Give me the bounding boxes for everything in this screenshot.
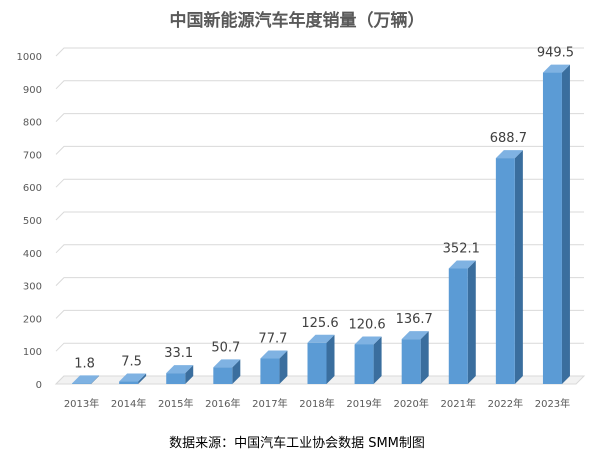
- y-tick-label: 0: [36, 380, 42, 391]
- bar-side: [514, 150, 523, 384]
- bar-side: [420, 331, 429, 384]
- y-tick-label: 400: [23, 249, 42, 260]
- bar: [401, 339, 421, 384]
- bar: [448, 268, 468, 384]
- data-label: 688.7: [490, 131, 527, 146]
- gridline: [55, 113, 584, 122]
- x-tick-label: 2021年: [441, 397, 476, 410]
- bar: [213, 367, 233, 384]
- gridline: [55, 244, 584, 254]
- x-tick-label: 2013年: [64, 397, 99, 410]
- data-label: 352.1: [443, 242, 480, 257]
- gridline: [55, 277, 584, 286]
- bar-top: [119, 373, 147, 382]
- bar: [307, 342, 327, 384]
- bar: [495, 158, 515, 384]
- data-label: 949.5: [537, 46, 574, 61]
- data-label: 33.1: [164, 346, 193, 361]
- x-tick-label: 2017年: [252, 397, 287, 410]
- bar: [166, 373, 186, 384]
- x-tick-label: 2019年: [346, 397, 381, 410]
- y-tick-label: 100: [23, 347, 42, 358]
- x-tick-label: 2015年: [158, 397, 193, 410]
- bar-side: [91, 375, 100, 384]
- bar-top: [260, 350, 288, 359]
- y-tick-label: 500: [23, 216, 42, 227]
- y-tick-label: 800: [23, 118, 42, 129]
- bar: [72, 383, 92, 384]
- x-tick-label: 2018年: [299, 397, 334, 410]
- data-label: 77.7: [258, 332, 287, 347]
- bar: [354, 344, 374, 384]
- bar: [542, 72, 562, 385]
- bar-top: [213, 359, 241, 368]
- bar-side: [185, 365, 194, 384]
- gridline: [55, 178, 584, 188]
- data-label: 120.6: [348, 317, 385, 332]
- gridline: [55, 309, 584, 319]
- bar-top: [448, 260, 476, 269]
- bar: [119, 381, 139, 384]
- bar: [260, 358, 280, 384]
- source-note: 数据来源：中国汽车工业协会数据 SMM制图: [169, 436, 425, 451]
- bar-top: [166, 365, 194, 374]
- bar-side: [373, 336, 382, 384]
- data-label: 1.8: [74, 356, 95, 371]
- bar-top: [307, 334, 335, 343]
- x-tick-label: 2014年: [111, 397, 146, 410]
- y-tick-label: 900: [23, 85, 42, 96]
- data-label: 125.6: [301, 316, 338, 331]
- x-tick-label: 2016年: [205, 397, 240, 410]
- bar-side: [326, 334, 335, 384]
- bar-side: [561, 64, 570, 385]
- x-tick-label: 2023年: [535, 397, 570, 410]
- bar-top: [401, 331, 429, 340]
- y-tick-label: 300: [23, 282, 42, 293]
- bar-top: [72, 375, 100, 384]
- gridline: [55, 145, 584, 155]
- y-tick-label: 700: [23, 150, 42, 161]
- gridline: [55, 211, 584, 221]
- x-tick-label: 2022年: [488, 397, 523, 410]
- gridline: [55, 80, 584, 90]
- y-tick-label: 200: [23, 314, 42, 325]
- bar-side: [138, 373, 147, 384]
- y-tick-label: 600: [23, 183, 42, 194]
- chart-title: 中国新能源汽车年度销量（万辆）: [169, 11, 425, 31]
- bar-top: [495, 150, 523, 159]
- y-tick-label: 1000: [17, 52, 42, 63]
- data-label: 50.7: [211, 340, 240, 355]
- bar-top: [354, 336, 382, 345]
- x-tick-label: 2020年: [393, 397, 428, 410]
- gridline: [55, 47, 584, 57]
- data-label: 136.7: [396, 312, 433, 327]
- bar-top: [542, 64, 570, 73]
- data-label: 7.5: [121, 355, 142, 370]
- bar-side: [279, 350, 288, 384]
- bar-side: [232, 359, 241, 384]
- bar-side: [467, 260, 476, 384]
